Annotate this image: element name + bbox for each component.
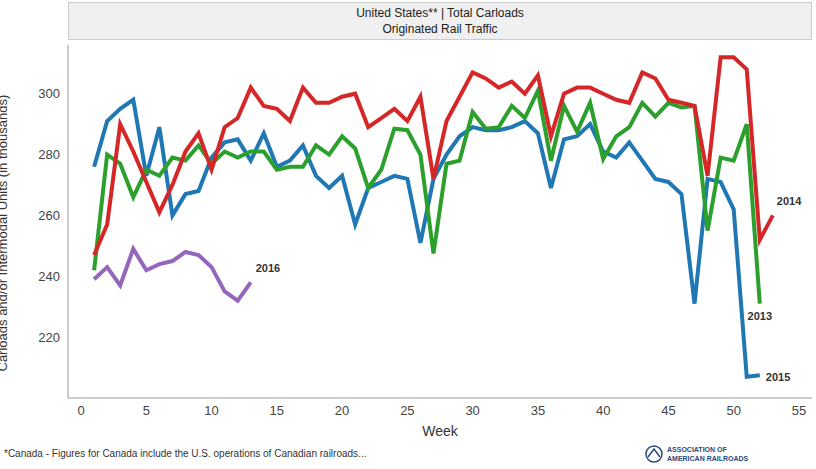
svg-text:300: 300 xyxy=(38,86,60,101)
svg-text:40: 40 xyxy=(596,403,610,418)
svg-text:5: 5 xyxy=(143,403,150,418)
svg-text:260: 260 xyxy=(38,208,60,223)
svg-text:220: 220 xyxy=(38,330,60,345)
svg-text:15: 15 xyxy=(270,403,284,418)
svg-text:50: 50 xyxy=(726,403,740,418)
html-text:AMERICAN RAILROADS: AMERICAN RAILROADS xyxy=(667,455,749,462)
svg-text:2014: 2014 xyxy=(777,195,802,207)
svg-text:2015: 2015 xyxy=(766,371,790,383)
html-text:United States** | Total Carloa: United States** | Total Carloads xyxy=(356,6,524,20)
svg-text:Week: Week xyxy=(422,423,459,439)
svg-text:45: 45 xyxy=(661,403,675,418)
svg-text:20: 20 xyxy=(335,403,349,418)
svg-text:25: 25 xyxy=(400,403,414,418)
html-text:*Canada - Figures for Canada i: *Canada - Figures for Canada include the… xyxy=(4,448,367,459)
svg-text:35: 35 xyxy=(531,403,545,418)
svg-text:240: 240 xyxy=(38,269,60,284)
svg-text:55: 55 xyxy=(792,403,806,418)
svg-text:2013: 2013 xyxy=(748,310,772,322)
svg-text:30: 30 xyxy=(465,403,479,418)
svg-text:Carloads and/or Intermodal Uni: Carloads and/or Intermodal Units (in tho… xyxy=(8,95,10,372)
html-text:Originated Rail Traffic: Originated Rail Traffic xyxy=(382,22,498,36)
svg-text:280: 280 xyxy=(38,147,60,162)
svg-text:2016: 2016 xyxy=(256,262,280,274)
svg-text:10: 10 xyxy=(204,403,218,418)
html-text:ASSOCIATION OF: ASSOCIATION OF xyxy=(667,446,727,453)
svg-text:0: 0 xyxy=(77,403,84,418)
